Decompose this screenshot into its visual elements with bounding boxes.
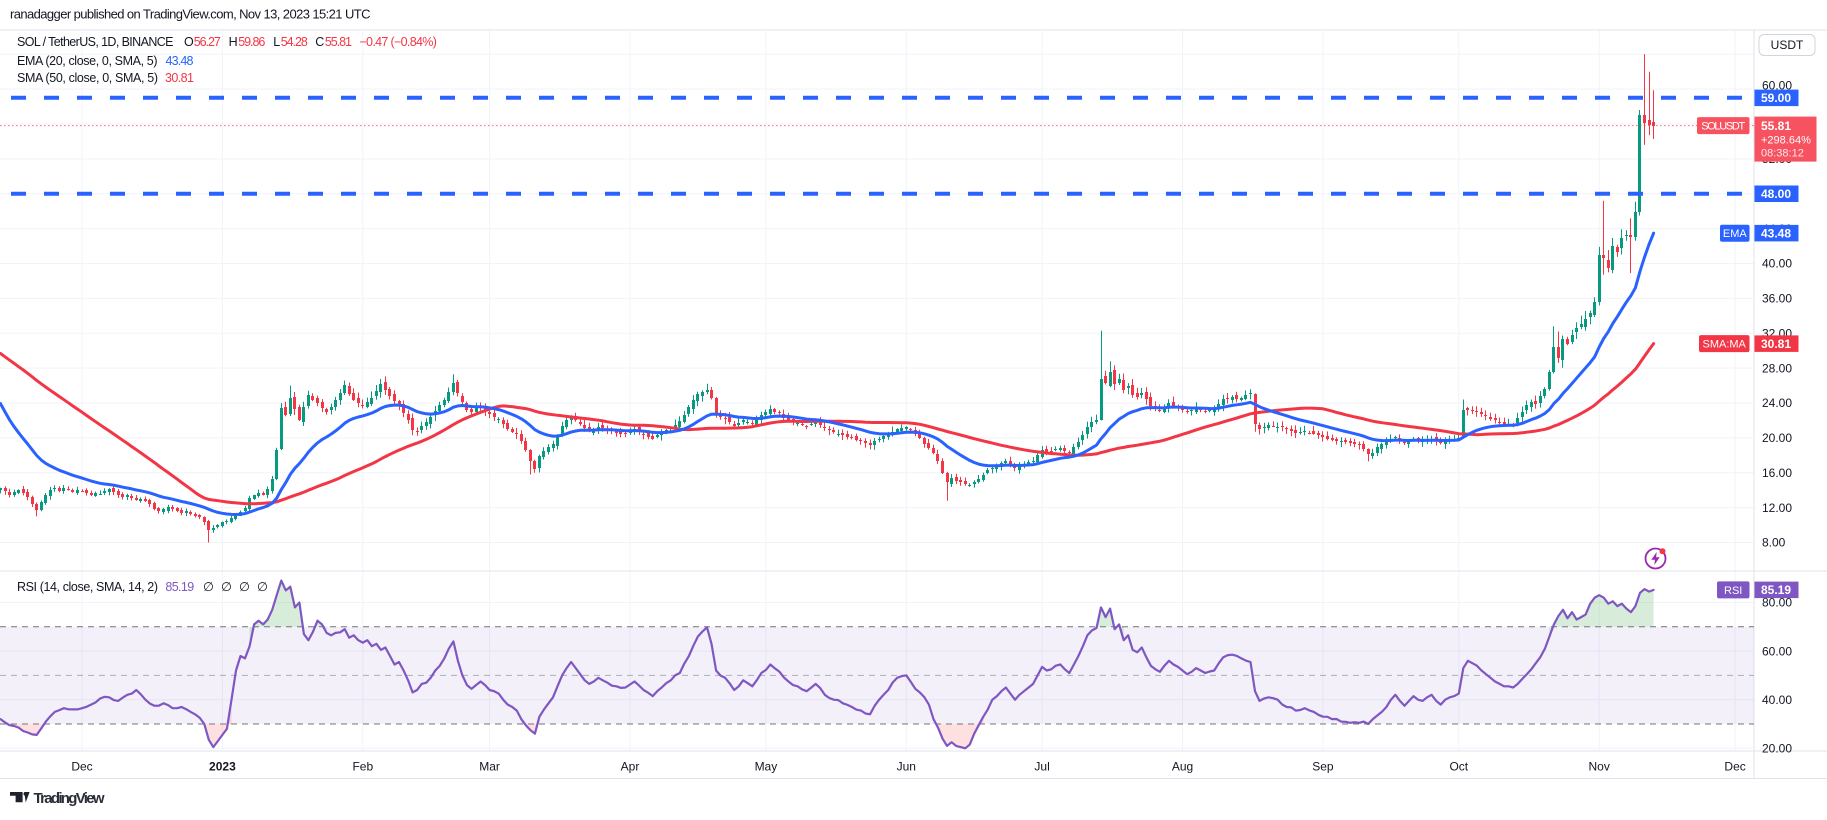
- svg-text:30.81: 30.81: [165, 71, 194, 85]
- svg-text:24.00: 24.00: [1762, 396, 1792, 410]
- svg-text:43.48: 43.48: [1761, 227, 1791, 241]
- svg-text:56.27: 56.27: [194, 35, 221, 49]
- svg-text:8.00: 8.00: [1762, 536, 1786, 550]
- svg-text:28.00: 28.00: [1762, 361, 1792, 375]
- svg-text:SOL / TetherUS, 1D, BINANCE: SOL / TetherUS, 1D, BINANCE: [17, 35, 174, 49]
- svg-text:L: L: [273, 35, 280, 49]
- svg-text:60.00: 60.00: [1762, 644, 1792, 658]
- svg-text:May: May: [755, 760, 778, 774]
- svg-text:∅: ∅: [221, 580, 232, 594]
- svg-text:USDT: USDT: [1771, 38, 1804, 52]
- svg-text:40.00: 40.00: [1762, 693, 1792, 707]
- svg-text:−0.47 (−0.84%): −0.47 (−0.84%): [359, 35, 437, 49]
- svg-text:59.86: 59.86: [238, 35, 265, 49]
- svg-text:EMA: EMA: [1723, 228, 1748, 240]
- svg-text:Jun: Jun: [897, 760, 916, 774]
- svg-text:C: C: [315, 35, 324, 49]
- svg-text:SMA:MA: SMA:MA: [1702, 339, 1746, 351]
- svg-text:20.00: 20.00: [1762, 742, 1792, 756]
- svg-text:SMA (50, close, 0, SMA, 5): SMA (50, close, 0, SMA, 5): [17, 71, 158, 85]
- svg-text:Dec: Dec: [1724, 760, 1745, 774]
- svg-text:O: O: [184, 35, 194, 49]
- svg-text:Jul: Jul: [1034, 760, 1049, 774]
- svg-text:85.19: 85.19: [1761, 583, 1791, 597]
- svg-text:30.81: 30.81: [1761, 337, 1791, 351]
- svg-text:+298.64%: +298.64%: [1761, 135, 1811, 147]
- svg-text:∅: ∅: [203, 580, 214, 594]
- svg-text:RSI: RSI: [1724, 585, 1742, 597]
- svg-text:54.28: 54.28: [281, 35, 308, 49]
- svg-text:ranadagger published on Tradin: ranadagger published on TradingView.com,…: [10, 7, 371, 22]
- svg-text:16.00: 16.00: [1762, 466, 1792, 480]
- svg-text:Mar: Mar: [479, 760, 500, 774]
- svg-text:Apr: Apr: [621, 760, 640, 774]
- svg-text:Feb: Feb: [352, 760, 373, 774]
- svg-text:60.00: 60.00: [1762, 78, 1792, 92]
- svg-text:59.00: 59.00: [1761, 91, 1791, 105]
- svg-text:43.48: 43.48: [166, 54, 194, 68]
- svg-text:TradingView: TradingView: [34, 790, 105, 807]
- svg-text:Oct: Oct: [1449, 760, 1468, 774]
- svg-text:55.81: 55.81: [325, 35, 352, 49]
- svg-text:Sep: Sep: [1312, 760, 1334, 774]
- svg-text:2023: 2023: [209, 760, 236, 774]
- svg-text:36.00: 36.00: [1762, 292, 1792, 306]
- svg-text:Aug: Aug: [1172, 760, 1193, 774]
- svg-text:RSI (14, close, SMA, 14, 2): RSI (14, close, SMA, 14, 2): [17, 580, 158, 594]
- svg-text:∅: ∅: [257, 580, 268, 594]
- svg-text:80.00: 80.00: [1762, 596, 1792, 610]
- svg-text:∅: ∅: [239, 580, 250, 594]
- svg-text:40.00: 40.00: [1762, 257, 1792, 271]
- svg-text:48.00: 48.00: [1761, 187, 1791, 201]
- svg-text:Dec: Dec: [71, 760, 92, 774]
- svg-text:EMA (20, close, 0, SMA, 5): EMA (20, close, 0, SMA, 5): [17, 54, 158, 68]
- svg-text:55.81: 55.81: [1761, 119, 1791, 133]
- svg-text:20.00: 20.00: [1762, 431, 1792, 445]
- svg-text:08:38:12: 08:38:12: [1761, 148, 1804, 160]
- svg-text:12.00: 12.00: [1762, 501, 1792, 515]
- svg-text:SOLUSDT: SOLUSDT: [1701, 121, 1745, 133]
- svg-text:H: H: [229, 35, 238, 49]
- svg-text:Nov: Nov: [1589, 760, 1610, 774]
- svg-text:85.19: 85.19: [165, 580, 194, 594]
